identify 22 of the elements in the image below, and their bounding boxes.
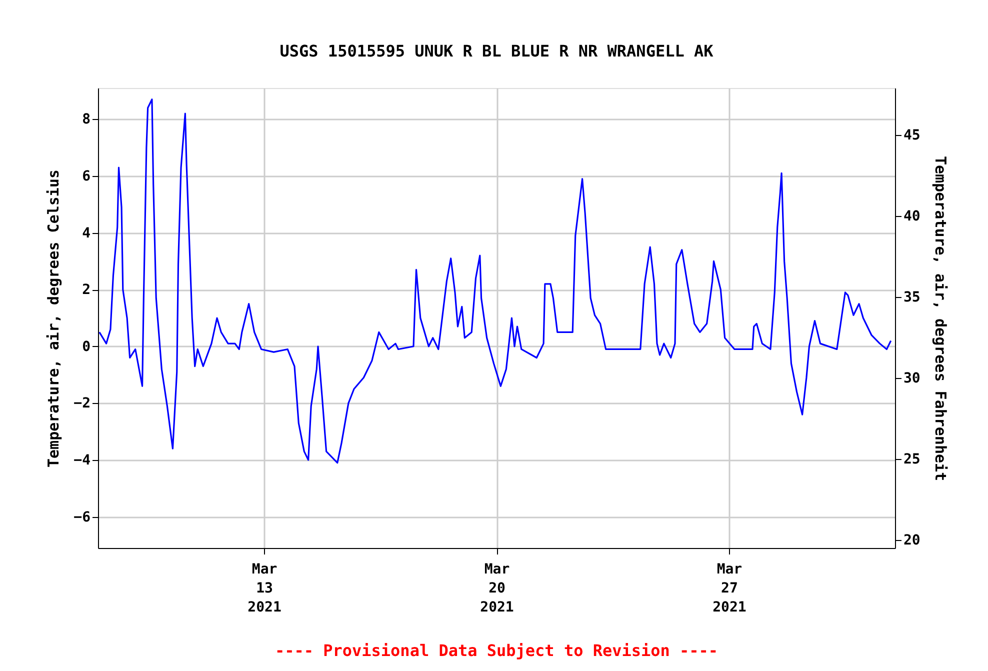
y-tick-label: 2	[82, 282, 90, 298]
y2-tick-label: 35	[904, 289, 920, 306]
y2-tick-label: 20	[904, 532, 920, 548]
x-tick-label: Mar 20 2021	[480, 562, 514, 616]
x-tick-label: Mar 27 2021	[712, 562, 746, 616]
text: ---- Provisional Data Subject to Revision ----	[274, 641, 718, 660]
y2-axis-title: Temperature, air, degrees Fahrenheit	[931, 156, 950, 482]
y-axis-title: Temperature, air, degrees Celsius	[44, 169, 63, 468]
y-tick-label: 8	[82, 112, 90, 128]
y-tick-label: −2	[74, 396, 90, 412]
y-tick-label: 0	[82, 338, 90, 355]
y-tick-label: 6	[82, 168, 90, 185]
y2-tick-label: 45	[904, 127, 920, 144]
y-tick-label: −4	[74, 452, 90, 468]
y2-tick-label: 30	[904, 370, 920, 386]
y2-tick-label: 25	[904, 451, 920, 468]
x-tick-label: Mar 13 2021	[248, 562, 282, 616]
y2-tick-label: 40	[904, 208, 920, 224]
y-tick-label: 4	[82, 225, 90, 242]
y-tick-label: −6	[74, 509, 90, 526]
chart-title: USGS 15015595 UNUK R BL BLUE R NR WRANGELL AK	[280, 42, 714, 60]
line-series	[98, 98, 892, 464]
